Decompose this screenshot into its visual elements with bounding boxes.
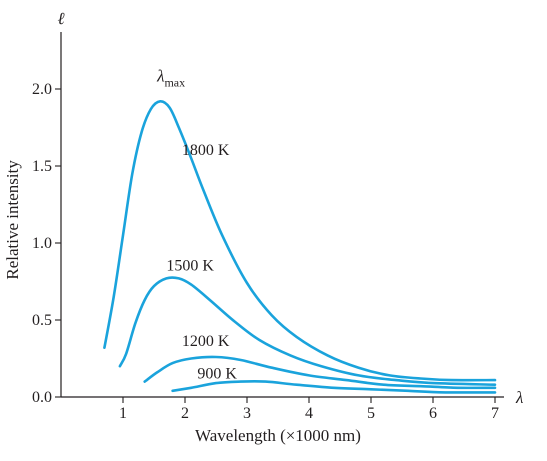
y-tick-label: 2.0 bbox=[32, 81, 52, 98]
x-axis-label: Wavelength (×1000 nm) bbox=[195, 426, 361, 445]
x-tick-label: 1 bbox=[119, 405, 127, 422]
x-tick-label: 4 bbox=[305, 405, 313, 422]
x-tick-label: 5 bbox=[367, 405, 375, 422]
y-tick-label: 1.5 bbox=[32, 158, 52, 175]
curve-1200-k bbox=[143, 355, 497, 390]
y-ticks: 0.0 0.5 1.0 1.5 2.0 bbox=[32, 81, 61, 406]
curve-label-900-k: 900 K bbox=[197, 366, 237, 383]
x-tick-label: 7 bbox=[491, 405, 499, 422]
y-tick-label: 0.5 bbox=[32, 312, 52, 329]
lambda-max-symbol: λ bbox=[156, 66, 164, 85]
x-axis-symbol: λ bbox=[515, 388, 523, 407]
y-axis-label: Relative intensity bbox=[3, 160, 22, 280]
curve-label-1500-k: 1500 K bbox=[166, 258, 214, 275]
curve-900-k bbox=[171, 380, 497, 394]
curve-labels: 1800 K 1500 K 1200 K 900 K bbox=[166, 142, 237, 382]
lambda-max-subscript: max bbox=[164, 75, 185, 89]
y-tick-label: 0.0 bbox=[32, 389, 52, 406]
x-tick-label: 2 bbox=[181, 405, 189, 422]
y-tick-label: 1.0 bbox=[32, 235, 52, 252]
lambda-max-label: λmax bbox=[156, 66, 185, 89]
curve-1500-k bbox=[118, 276, 497, 386]
curve-1800-k bbox=[103, 99, 497, 382]
y-axis-symbol: ℓ bbox=[57, 9, 64, 28]
curve-label-1200-k: 1200 K bbox=[182, 333, 230, 350]
x-ticks: 1 2 3 4 5 6 7 bbox=[119, 397, 499, 422]
x-tick-label: 3 bbox=[243, 405, 251, 422]
x-tick-label: 6 bbox=[429, 405, 437, 422]
curves bbox=[103, 99, 497, 394]
curve-label-1800-k: 1800 K bbox=[182, 142, 230, 159]
